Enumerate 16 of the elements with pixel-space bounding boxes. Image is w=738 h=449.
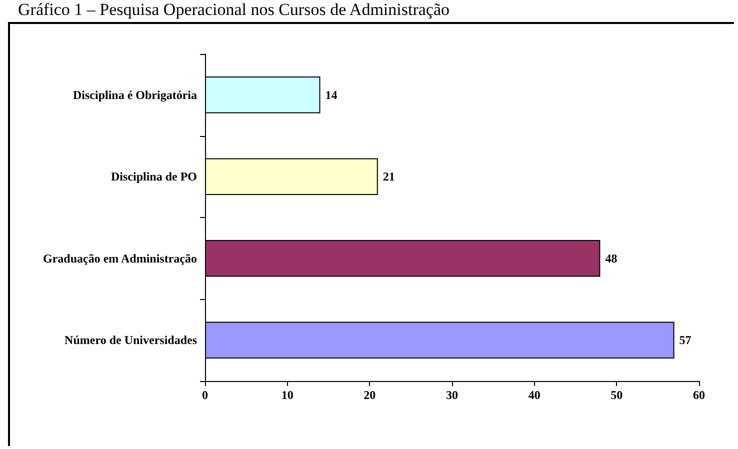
data-label: 21	[382, 170, 395, 184]
x-tick-label: 0	[202, 388, 208, 402]
x-tick-label: 50	[610, 388, 623, 402]
y-tick-label: Graduação em Administração	[43, 251, 197, 266]
data-label: 14	[325, 88, 338, 102]
x-tick-label: 20	[364, 388, 376, 402]
x-tick-label: 60	[693, 388, 705, 402]
y-tick-label: Número de Universidades	[64, 333, 198, 348]
x-tick-label: 10	[281, 388, 294, 402]
y-tick-label: Disciplina de PO	[110, 170, 197, 184]
x-tick-label: 30	[446, 388, 458, 402]
data-label: 57	[679, 333, 692, 348]
y-tick-label: Disciplina é Obrigatória	[73, 88, 197, 102]
x-tick-label: 40	[528, 388, 540, 402]
data-label: 48	[605, 251, 618, 266]
chart-title: Gráfico 1 – Pesquisa Operacional nos Cursos de Administração	[18, 0, 450, 20]
